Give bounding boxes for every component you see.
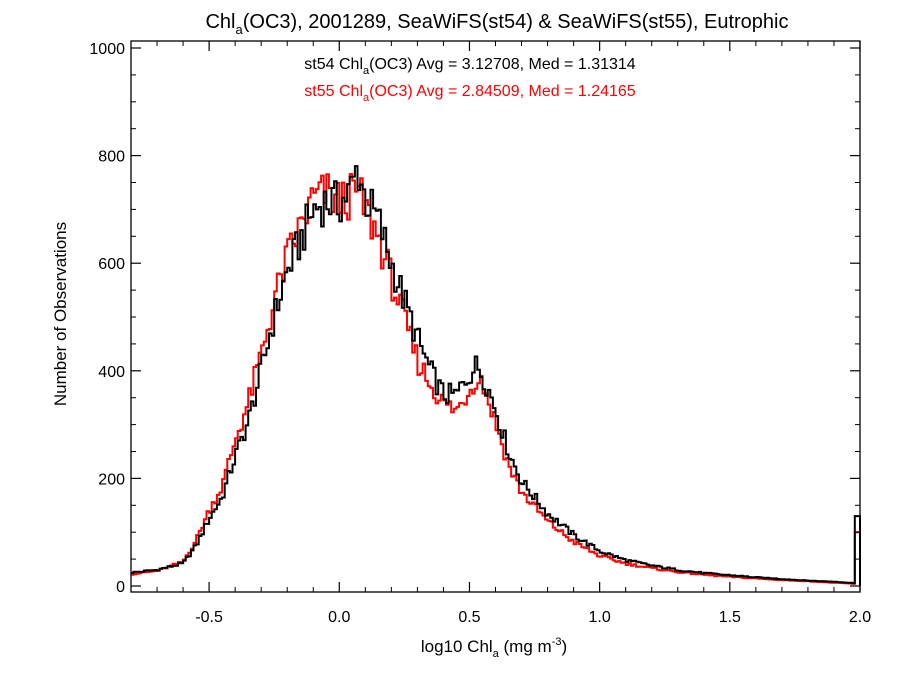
legend-entry-st54: st54 Chla(OC3) Avg = 3.12708, Med = 1.31… bbox=[304, 56, 635, 77]
series-line-st55 bbox=[131, 173, 861, 586]
x-tick-label: 1.5 bbox=[719, 609, 741, 626]
legend-entry-st55: st55 Chla(OC3) Avg = 2.84509, Med = 1.24… bbox=[304, 83, 635, 104]
y-tick-label: 200 bbox=[98, 471, 125, 488]
axis-ticks: -0.5 0.0 0.5 1.0 1.5 2.0 0 200 400 600 800 1000 bbox=[89, 41, 871, 626]
plot-frame bbox=[130, 40, 861, 593]
x-tick-label: -0.5 bbox=[195, 609, 223, 626]
series-line-st54 bbox=[131, 165, 861, 586]
chart-marks bbox=[131, 165, 861, 586]
y-axis-label: Number of Observations bbox=[51, 222, 70, 406]
y-tick-label: 600 bbox=[98, 256, 125, 273]
x-tick-label: 0.0 bbox=[328, 609, 350, 626]
x-tick-label: 2.0 bbox=[849, 609, 871, 626]
x-tick-label: 0.5 bbox=[458, 609, 480, 626]
chart-title: Chla(OC3), 2001289, SeaWiFS(st54) & SeaW… bbox=[205, 11, 788, 37]
x-tick-label: 1.0 bbox=[589, 609, 611, 626]
y-tick-label: 0 bbox=[116, 579, 125, 596]
y-tick-label: 1000 bbox=[89, 41, 125, 58]
y-tick-label: 400 bbox=[98, 364, 125, 381]
x-axis-label: log10 Chla (mg m-3) bbox=[421, 636, 567, 660]
y-tick-label: 800 bbox=[98, 149, 125, 166]
